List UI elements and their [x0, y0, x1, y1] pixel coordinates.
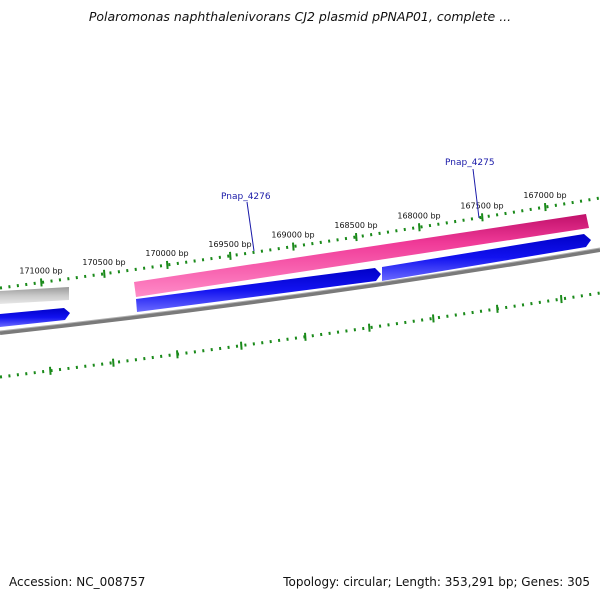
lower-ruler-major-tick — [240, 341, 243, 350]
ruler-major-tick — [292, 242, 295, 251]
ruler-tick-label: 168000 bp — [397, 211, 440, 220]
topology-label: Topology: — [283, 575, 340, 589]
ruler-major-tick — [229, 251, 232, 260]
ruler-major-tick — [544, 203, 547, 212]
ruler-tick-label: 170500 bp — [82, 258, 125, 267]
ruler-major-tick — [481, 213, 484, 222]
gene-label-pnap4275[interactable]: Pnap_4275 — [445, 158, 495, 168]
lower-ruler-major-tick — [368, 323, 371, 332]
gene-label-pnap4276[interactable]: Pnap_4276 — [221, 192, 271, 202]
lower-ruler-major-tick — [176, 350, 179, 359]
ruler-major-tick — [40, 278, 43, 287]
accession-label: Accession: — [9, 575, 73, 589]
lower-ruler-major-tick — [112, 358, 115, 367]
gene-blue-right[interactable] — [382, 234, 591, 281]
ruler-major-tick — [355, 232, 358, 242]
ruler-labels: 171000 bp 170500 bp 170000 bp 169500 bp 1690… — [19, 191, 566, 275]
ruler-tick-label: 168500 bp — [334, 221, 377, 230]
ruler-dots-upper — [0, 196, 600, 290]
sequence-summary: Topology: circular; Length: 353,291 bp; … — [283, 575, 590, 589]
genes-label: Genes: — [521, 575, 564, 589]
lower-ruler-major-tick — [49, 366, 52, 375]
genes-value: 305 — [567, 575, 590, 589]
accession-value: NC_008757 — [76, 575, 146, 589]
topology-value: circular — [343, 575, 388, 589]
length-value: 353,291 bp — [444, 575, 514, 589]
gene-blue-left[interactable] — [0, 308, 70, 327]
ruler-dots-lower — [0, 291, 600, 379]
ruler-major-tick — [418, 223, 421, 232]
gene-label-leader-pnap4275 — [472, 168, 480, 219]
map-title: Polaromonas naphthalenivorans CJ2 plasmi… — [88, 9, 512, 24]
lower-ruler-major-tick — [560, 294, 563, 304]
gene-label-leader-pnap4276 — [246, 201, 255, 252]
ruler-ticks — [40, 203, 547, 287]
gene-gray-left[interactable] — [0, 287, 69, 304]
ruler-tick-label: 170000 bp — [145, 249, 188, 258]
lower-ruler-major-tick — [432, 314, 435, 323]
ruler-tick-label: 167000 bp — [523, 191, 566, 200]
length-label: Length: — [395, 575, 441, 589]
accession-info: Accession: NC_008757 — [9, 575, 145, 589]
ruler-major-tick — [103, 269, 106, 278]
lower-ruler-major-tick — [304, 332, 307, 341]
lower-ruler-major-tick — [496, 304, 499, 313]
ruler-tick-label: 171000 bp — [19, 266, 62, 275]
gene-blue-middle[interactable] — [136, 268, 381, 312]
lower-ruler-ticks — [49, 294, 563, 375]
ruler-tick-label: 169000 bp — [271, 231, 314, 240]
gene-pink[interactable] — [134, 214, 589, 297]
ruler-tick-label: 167500 bp — [460, 201, 503, 210]
backbone-arc-highlight — [0, 247, 600, 332]
backbone-arc — [0, 248, 600, 335]
ruler-major-tick — [166, 260, 169, 270]
ruler-tick-label: 169500 bp — [208, 240, 251, 249]
